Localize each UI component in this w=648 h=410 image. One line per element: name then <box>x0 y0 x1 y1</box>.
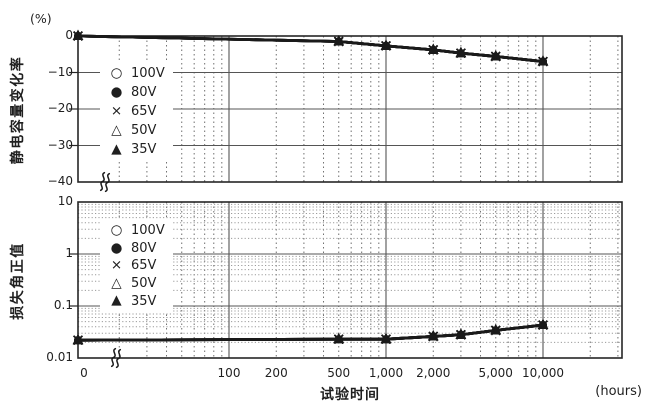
legend-item: △ 50V <box>109 121 165 140</box>
legend-label: 35V <box>131 142 157 157</box>
x-tick-label: 200 <box>264 366 288 380</box>
legend-item: ▲ 35V <box>109 140 165 159</box>
legend-label: 65V <box>131 258 157 274</box>
y-axis-title-capacitance-change: 静电容量变化率 <box>10 55 26 165</box>
y-tick-label: 0.01 <box>46 350 73 364</box>
x-tick-label: 0 <box>80 366 88 380</box>
x-tick-label: 5,000 <box>478 366 513 380</box>
legend-item: × 65V <box>109 257 165 275</box>
legend-item: △ 50V <box>109 275 165 293</box>
legend-item: ○ 100V <box>109 222 165 240</box>
legend-label: 100V <box>131 66 165 81</box>
y-tick-label: 10 <box>57 194 73 208</box>
x-tick-label: 500 <box>327 366 351 380</box>
legend-item: × 65V <box>109 102 165 121</box>
axis-break-icon <box>99 171 111 193</box>
y-tick-label: 0.1 <box>53 298 73 312</box>
legend-capacitance-panel: ○ 100V ● 80V × 65V △ 50V ▲ 35V <box>100 61 173 162</box>
legend-label: 50V <box>131 276 157 292</box>
triangle-filled-icon: ▲ <box>111 292 122 309</box>
circle-open-icon: ○ <box>110 222 123 239</box>
horizontal-minor-gridlines <box>78 203 622 343</box>
legend-item: ● 80V <box>109 240 165 258</box>
y-tick-label: −20 <box>47 101 73 115</box>
legend-label: 65V <box>131 104 157 119</box>
x-axis-title: 试验时间 <box>320 387 380 403</box>
y-tick-label: 1 <box>65 246 73 260</box>
legend-tan-delta-panel: ○ 100V ● 80V × 65V △ 50V ▲ 35V <box>100 219 173 313</box>
y-axis-unit-percent: (%) <box>30 11 52 26</box>
legend-item: ▲ 35V <box>109 292 165 310</box>
y-tick-label: −30 <box>47 137 73 152</box>
axis-break-icon <box>110 347 122 369</box>
y-tick-label: 0 <box>65 28 73 42</box>
y-tick-label: −10 <box>47 64 73 79</box>
vertical-major-gridlines <box>228 36 544 358</box>
triangle-open-icon: △ <box>111 274 122 291</box>
x-mark-icon: × <box>110 257 123 274</box>
data-series-capacitance-change <box>72 29 549 67</box>
y-tick-label: −40 <box>47 174 73 188</box>
y-axis-title-tan-delta: 损失角正值 <box>10 242 26 320</box>
circle-filled-icon: ● <box>110 83 123 100</box>
legend-label: 35V <box>131 293 157 309</box>
circle-filled-icon: ● <box>110 239 123 256</box>
legend-label: 80V <box>131 240 157 256</box>
x-tick-label: 100 <box>217 366 241 380</box>
triangle-filled-icon: ▲ <box>111 140 122 157</box>
triangle-open-icon: △ <box>111 121 122 138</box>
legend-label: 80V <box>131 85 157 100</box>
x-tick-label: 1,000 <box>368 366 404 380</box>
x-tick-label: 10,000 <box>522 366 564 380</box>
x-mark-icon: × <box>110 102 123 119</box>
legend-item: ● 80V <box>109 83 165 102</box>
y-axis-tick-marks <box>69 71 78 307</box>
data-series-tan-delta <box>72 318 549 346</box>
legend-label: 50V <box>131 123 157 138</box>
x-tick-label: 2,000 <box>416 366 451 380</box>
x-axis-unit-hours: (hours) <box>595 384 642 399</box>
legend-item: ○ 100V <box>109 64 165 83</box>
legend-label: 100V <box>131 223 165 239</box>
circle-open-icon: ○ <box>110 64 123 81</box>
